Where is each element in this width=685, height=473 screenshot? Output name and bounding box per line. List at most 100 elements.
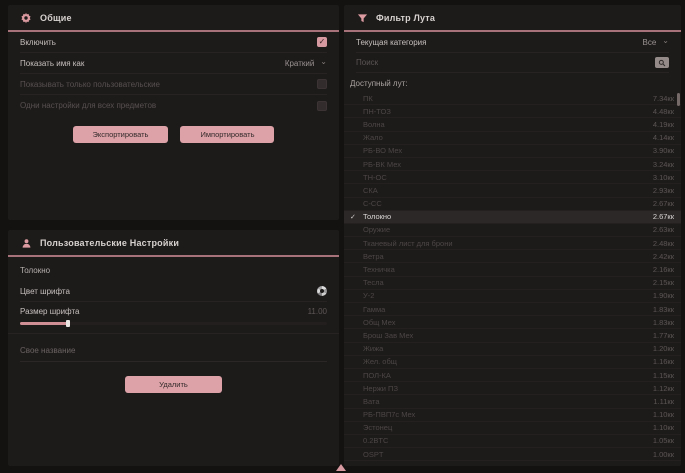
show-name-as-value: Краткий — [284, 58, 315, 68]
custom-settings-title: Пользовательские Настройки — [40, 238, 180, 248]
loot-name: С-СС — [363, 199, 382, 209]
chevron-down-icon: ⌄ — [320, 57, 327, 66]
loot-item-row[interactable]: ТН-ОС 3.10кк — [344, 171, 681, 185]
loot-count: 2.63кк — [652, 225, 674, 235]
loot-name: OSPT — [363, 449, 384, 459]
font-size-row: Размер шрифта 11.00 — [20, 302, 327, 320]
font-color-label: Цвет шрифта — [20, 286, 70, 296]
general-panel-header: Общие — [8, 5, 339, 32]
same-settings-label: Одни настройки для всех предметов — [20, 101, 157, 110]
collapse-panel-arrow-icon[interactable] — [336, 464, 346, 471]
loot-name: Вата — [363, 396, 380, 406]
font-size-slider-fill — [20, 322, 68, 325]
loot-count: 4.48кк — [652, 106, 674, 116]
font-size-value: 11.00 — [307, 306, 327, 316]
loot-count: 2.48кк — [652, 238, 674, 248]
loot-item-row[interactable]: Нержи ПЗ 1.12кк — [344, 382, 681, 396]
general-panel-title: Общие — [40, 13, 72, 23]
chevron-down-icon: ⌄ — [662, 36, 669, 45]
loot-count: 2.67кк — [652, 199, 674, 209]
loot-item-row[interactable]: Тканевый лист для брони 2.48кк — [344, 237, 681, 251]
loot-name: Оружие — [363, 225, 391, 235]
check-icon: ✓ — [350, 213, 356, 221]
loot-name: Эстонец — [363, 423, 393, 433]
category-select[interactable]: Все ⌄ — [643, 36, 670, 47]
loot-count: 1.16кк — [652, 357, 674, 367]
delete-button[interactable]: Удалить — [125, 376, 222, 393]
category-row: Текущая категория Все ⌄ — [356, 32, 669, 53]
available-loot-label: Доступный лут: — [350, 79, 408, 88]
font-size-slider-handle[interactable] — [66, 320, 70, 327]
person-icon — [20, 237, 32, 249]
loot-item-row[interactable]: Техничка 2.16кк — [344, 263, 681, 277]
import-button[interactable]: Импортировать — [180, 126, 275, 143]
loot-name: Техничка — [363, 265, 395, 275]
loot-item-row[interactable]: ✓ Толокно 2.67кк — [344, 210, 681, 224]
loot-name: Гамма — [363, 304, 386, 314]
enable-label: Включить — [20, 37, 56, 47]
loot-name: Тканевый лист для брони — [363, 238, 453, 248]
loot-count: 7.34кк — [652, 93, 674, 103]
loot-item-row[interactable]: Жел. общ 1.16кк — [344, 356, 681, 369]
font-color-row: Цвет шрифта — [20, 281, 327, 302]
export-button[interactable]: Экспортировать — [72, 126, 169, 143]
loot-item-row[interactable]: Ветра 2.42кк — [344, 250, 681, 264]
custom-name-input[interactable] — [20, 338, 327, 362]
same-settings-checkbox[interactable] — [317, 100, 327, 111]
loot-name: ПК — [363, 93, 373, 103]
loot-item-row[interactable]: С-СС 2.67кк — [344, 198, 681, 211]
only-custom-checkbox[interactable] — [317, 79, 327, 89]
loot-item-row[interactable]: Жижа 1.20кк — [344, 343, 681, 356]
funnel-icon — [356, 12, 368, 24]
loot-item-row[interactable]: Тесла 2.15кк — [344, 277, 681, 290]
loot-item-row[interactable]: Оружие 2.63кк — [344, 224, 681, 238]
font-size-slider[interactable] — [20, 320, 327, 327]
loot-count: 1.15кк — [652, 370, 674, 380]
loot-name: Волна — [363, 119, 385, 129]
search-input[interactable] — [356, 58, 655, 67]
loot-item-row[interactable]: Вата 1.11кк — [344, 395, 681, 409]
loot-count: 1.83кк — [652, 304, 674, 314]
loot-count: 1.10кк — [652, 410, 674, 420]
enable-checkbox[interactable]: ✓ — [317, 37, 327, 47]
loot-item-row[interactable]: 0.2BTC 1.05кк — [344, 435, 681, 449]
loot-item-row[interactable]: У-2 1.90кк — [344, 290, 681, 303]
scrollbar-thumb[interactable] — [677, 93, 680, 106]
loot-item-row[interactable]: Волна 4.19кк — [344, 118, 681, 132]
custom-settings-panel: Пользовательские Настройки Толокно Цвет … — [8, 230, 339, 466]
loot-item-row[interactable]: Общ Мех 1.83кк — [344, 316, 681, 330]
loot-count: 1.77кк — [652, 330, 674, 340]
show-name-as-select[interactable]: Краткий ⌄ — [284, 57, 327, 68]
loot-name: СКА — [363, 185, 378, 195]
loot-name: Общ Мех — [363, 317, 396, 327]
category-label: Текущая категория — [356, 37, 427, 47]
loot-name: У-2 — [363, 291, 375, 301]
loot-item-row[interactable]: ПН-ТОЗ 4.48кк — [344, 105, 681, 119]
loot-item-row[interactable]: СКА 2.93кк — [344, 184, 681, 198]
color-wheel-icon[interactable] — [317, 286, 327, 296]
loot-count: 4.14кк — [652, 133, 674, 143]
loot-name: Толокно — [363, 212, 392, 222]
loot-name: Брош Зав Мех — [363, 330, 414, 340]
loot-name: ПН-ТОЗ — [363, 106, 391, 116]
search-button[interactable] — [655, 57, 669, 68]
loot-item-row[interactable]: РБ-ВО Мех 3.90кк — [344, 145, 681, 158]
loot-item-row[interactable]: Эстонец 1.10кк — [344, 422, 681, 435]
loot-filter-header: Фильтр Лута — [344, 5, 681, 32]
loot-item-row[interactable]: ПОЛ-КА 1.15кк — [344, 369, 681, 383]
loot-count: 1.05кк — [652, 436, 674, 446]
loot-count: 1.20кк — [652, 344, 674, 354]
loot-name: Ветра — [363, 251, 384, 261]
loot-item-row[interactable]: РБ-ВК Мех 3.24кк — [344, 158, 681, 172]
loot-name: РБ-ВК Мех — [363, 159, 401, 169]
loot-item-row[interactable]: Жало 4.14кк — [344, 132, 681, 145]
loot-item-row[interactable]: Брош Зав Мех 1.77кк — [344, 329, 681, 343]
loot-count: 2.42кк — [652, 251, 674, 261]
loot-item-row[interactable]: OSPT 1.00кк — [344, 448, 681, 462]
loot-item-row[interactable]: РБ-ПВП7с Мех 1.10кк — [344, 409, 681, 422]
loot-filter-panel: Фильтр Лута Текущая категория Все ⌄ Дост… — [344, 5, 681, 466]
loot-item-row[interactable]: ПК 7.34кк — [344, 92, 681, 106]
loot-list: ПК 7.34кк ПН-ТОЗ 4.48кк Волна 4.19кк Жал… — [344, 92, 681, 462]
loot-item-row[interactable]: Гамма 1.83кк — [344, 303, 681, 317]
general-panel: Общие Включить ✓ Показать имя как Кратки… — [8, 5, 339, 220]
